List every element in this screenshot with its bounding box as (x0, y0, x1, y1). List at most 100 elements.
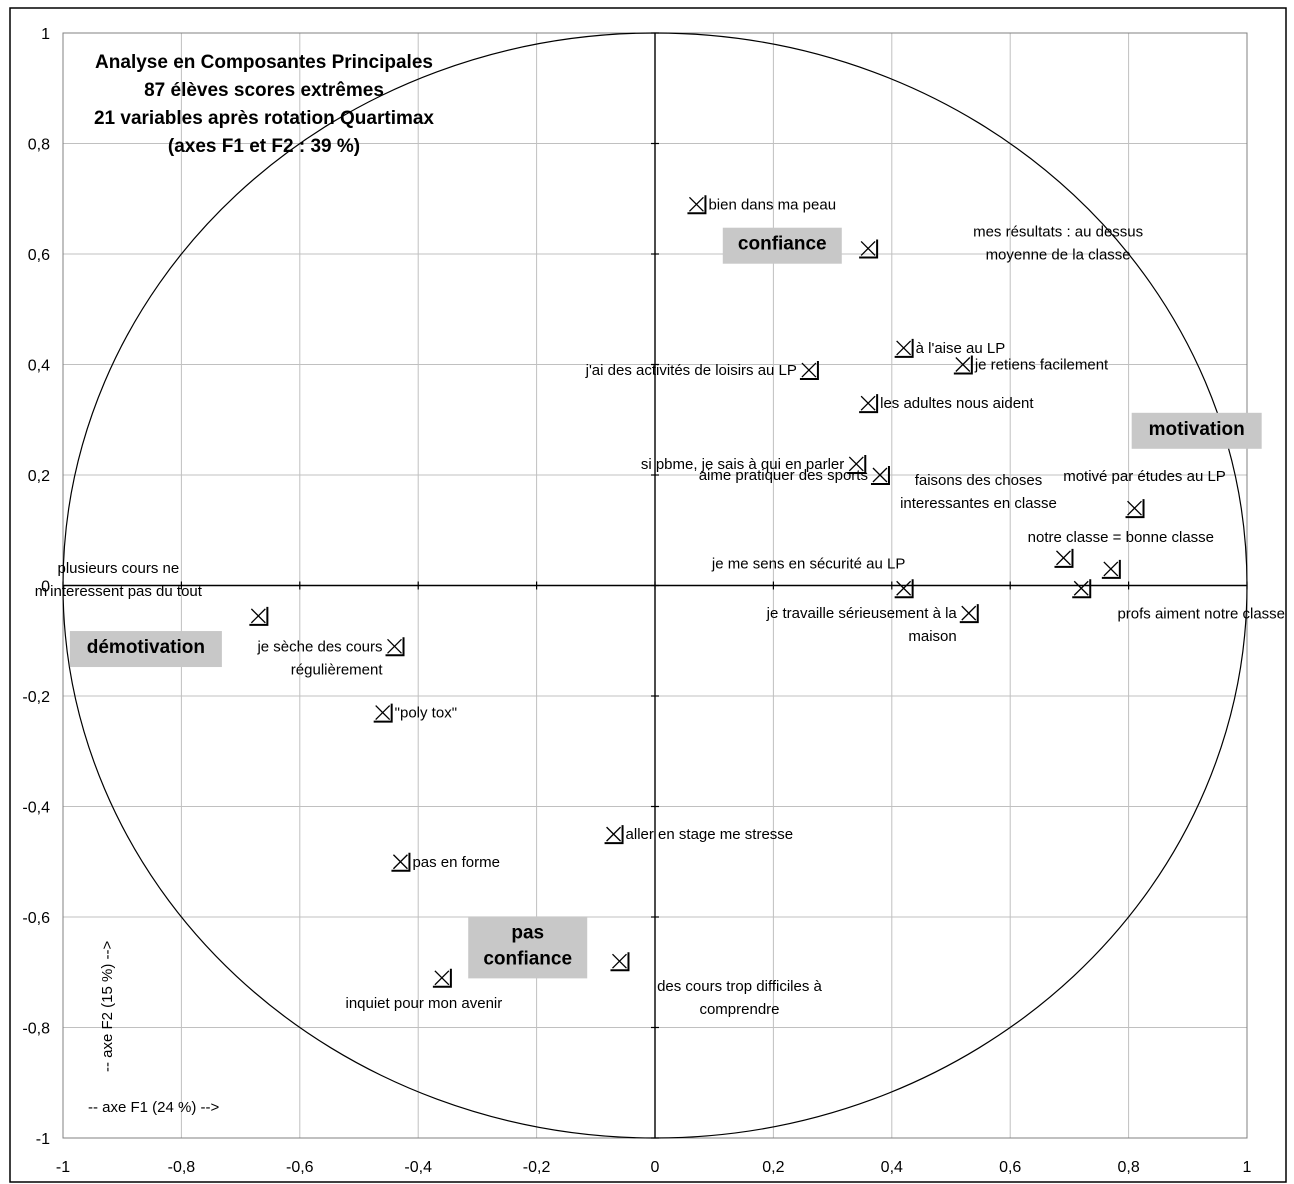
y-tick-label: -0,6 (22, 910, 50, 927)
point-mark (612, 953, 627, 969)
point-shadow (432, 968, 452, 988)
point-mark (801, 362, 817, 378)
data-point: je travaille sérieusement à la maison (766, 604, 979, 645)
category-badge: pas confiance (468, 916, 588, 979)
point-shadow (385, 637, 405, 657)
data-point: faisons des choses interessantes en class… (900, 472, 1074, 568)
category-badge: motivation (1131, 412, 1262, 449)
point-shadow (859, 394, 879, 414)
category-badge: confiance (722, 227, 842, 264)
point-shadow (1101, 559, 1121, 579)
point-label: pas en forme (412, 854, 500, 871)
data-point: à l'aise au LP (894, 338, 1006, 358)
title-line: 87 élèves scores extrêmes (144, 80, 384, 101)
category-box (1131, 412, 1262, 449)
point-label: les adultes nous aident (880, 395, 1034, 412)
category-label: confiance (738, 234, 827, 255)
data-point: je sèche des cours régulièrement (256, 637, 405, 678)
title-line: 21 variables après rotation Quartimax (94, 108, 434, 129)
data-point: les adultes nous aident (859, 394, 1034, 414)
category-labels: confiance motivation démotivation pas confia… (69, 227, 1262, 979)
point-shadow (847, 454, 867, 474)
category-label: motivation (1149, 419, 1245, 440)
point-mark (860, 395, 876, 411)
data-point: plusieurs cours ne m'interessent pas du t… (35, 560, 269, 626)
x-tick-label: 0 (651, 1159, 660, 1176)
chart-title: Analyse en Composantes Principales 87 élè… (94, 52, 434, 157)
data-point: aller en stage me stresse (604, 825, 793, 845)
category-label: démotivation (87, 637, 205, 658)
point-shadow (1072, 579, 1092, 599)
data-point: motivé par études au LP (1063, 468, 1226, 519)
point-shadow (249, 606, 269, 626)
point-label: je retiens facilement (974, 357, 1109, 374)
data-point: aime pratiquer des sports (699, 466, 890, 485)
data-point: j'ai des activités de loisirs au LP (585, 361, 819, 381)
y-tick-label: 0,4 (28, 358, 50, 375)
point-label: faisons des choses (915, 472, 1043, 489)
point-shadow (953, 355, 973, 375)
point-shadow (870, 466, 890, 485)
x-tick-label: -0,6 (286, 1159, 314, 1176)
point-mark (1056, 550, 1071, 566)
data-point: pas en forme (391, 852, 500, 872)
category-box (468, 916, 588, 979)
x-tick-label: -0,4 (404, 1159, 432, 1176)
y-tick-label: 1 (41, 26, 50, 43)
point-label: interessantes en classe (900, 495, 1057, 512)
category-box (69, 631, 222, 668)
point-mark (1103, 561, 1119, 577)
point-shadow (604, 825, 624, 845)
y-tick-label: -1 (36, 1131, 50, 1148)
point-shadow (391, 852, 411, 872)
point-label: maison (908, 628, 956, 645)
data-point: profs aiment notre classe (1072, 579, 1285, 622)
point-label: à l'aise au LP (916, 340, 1006, 357)
point-mark (688, 196, 704, 212)
tick-labels: -1 -0,8 -0,6 -0,4 -0,2 0 0,2 0,4 0,6 0,8 1 1 0,8 0,6 0… (22, 26, 1251, 1176)
point-label: mes résultats : au dessus (973, 223, 1143, 240)
data-point: bien dans ma peau (687, 195, 836, 215)
data-point: je me sens en sécurité au LP (711, 555, 914, 599)
point-mark (955, 357, 971, 372)
point-mark (1127, 500, 1142, 516)
point-mark (434, 970, 450, 986)
point-label: motivé par études au LP (1063, 468, 1226, 485)
data-point: des cours trop difficiles à comprendre (610, 952, 823, 1018)
data-point: inquiet pour mon avenir (345, 968, 502, 1012)
point-mark (961, 605, 977, 621)
category-box (722, 227, 842, 264)
point-shadow (373, 703, 393, 723)
point-shadow (1125, 499, 1145, 519)
outer-frame (9, 7, 1287, 1183)
point-label: inquiet pour mon avenir (345, 995, 502, 1012)
point-label: aime pratiquer des sports (699, 467, 868, 484)
point-label: profs aiment notre classe (1117, 605, 1285, 622)
x-tick-label: 0,2 (762, 1159, 784, 1176)
point-shadow (894, 338, 914, 358)
x-tick-label: 1 (1243, 1159, 1252, 1176)
data-points: bien dans ma peau mes résultats : au dess… (35, 195, 1285, 1018)
point-mark (250, 608, 266, 624)
point-shadow (687, 195, 707, 215)
point-mark (848, 456, 864, 472)
x-tick-label: 0,6 (999, 1159, 1021, 1176)
point-label: si pbme, je sais à qui en parler (641, 456, 844, 473)
point-label: régulièrement (291, 661, 384, 678)
category-label: pas (511, 922, 544, 943)
title-line: Analyse en Composantes Principales (95, 52, 433, 73)
data-point: si pbme, je sais à qui en parler (641, 454, 867, 474)
point-mark (387, 638, 402, 654)
point-shadow (959, 604, 979, 624)
point-mark (1073, 580, 1089, 596)
point-label: moyenne de la classe (986, 246, 1131, 263)
point-label: plusieurs cours ne (57, 560, 179, 577)
category-badge: démotivation (69, 631, 222, 668)
point-label: je me sens en sécurité au LP (711, 555, 905, 572)
y-tick-label: 0,2 (28, 468, 50, 485)
point-shadow (610, 952, 630, 972)
axis-layer (62, 32, 1248, 1139)
y-tick-label: -0,8 (22, 1021, 50, 1038)
y-tick-label: -0,2 (22, 689, 50, 706)
